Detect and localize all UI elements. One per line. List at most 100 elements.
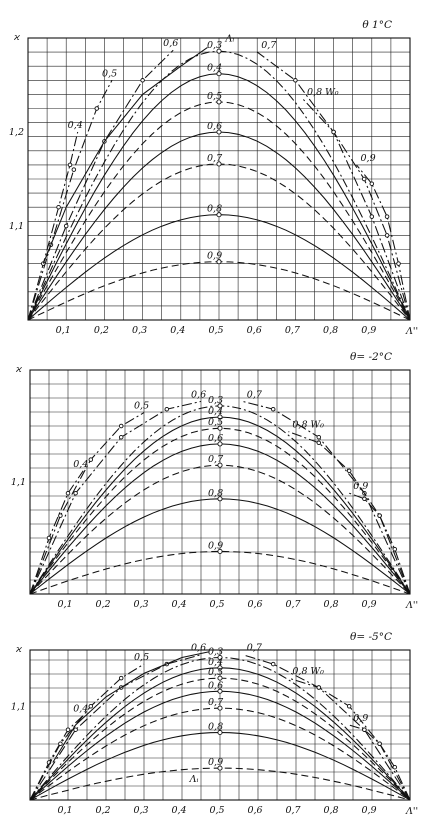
y-axis-label: ϰ: [15, 364, 22, 375]
x-tick-label: 0,6: [247, 599, 262, 610]
curve-peak-marker: [217, 425, 223, 431]
x-tick-label: 0,2: [95, 805, 110, 816]
chart-panel-3: 0,1 0,2 0,3 0,4 0,5 0,6 0,7 0,8 0,91,1ϰΛ''θ= -5°…: [11, 631, 418, 817]
x-tick-label: 0,5: [208, 325, 223, 336]
intersection-marker: [58, 513, 63, 518]
intersection-marker: [46, 535, 52, 541]
intersection-marker: [94, 106, 100, 111]
intersection-marker: [362, 727, 367, 732]
series-label: 0,5: [207, 91, 222, 102]
w0-line: [288, 677, 411, 801]
x-tick-label: 0,9: [361, 805, 376, 816]
w0-line: [29, 400, 202, 595]
x-tick-label: 0,8: [323, 325, 338, 336]
intersection-marker: [316, 440, 322, 446]
x-tick-label: 0,1: [57, 599, 72, 610]
intersection-marker: [65, 727, 71, 732]
chart-panel-2: 0,1 0,2 0,3 0,4 0,5 0,6 0,7 0,8 0,91,1ϰΛ''θ= -2°…: [11, 351, 418, 611]
intersection-marker: [384, 214, 390, 219]
intersection-marker: [118, 423, 124, 429]
curve-peak-marker: [217, 688, 223, 694]
w0-line-label: 0,9: [353, 481, 368, 492]
lambda-i-label: Λᵢ: [189, 774, 199, 785]
y-tick-label: 1,2: [9, 127, 24, 138]
x-tick-label: 0,3: [133, 805, 148, 816]
x-tick-label: 0,9: [361, 325, 376, 336]
y-axis-label: ϰ: [15, 644, 22, 655]
curve-peak-marker: [217, 654, 223, 661]
w0-symbol-label: W₀: [325, 87, 339, 98]
series-label: 0,5: [208, 417, 223, 428]
x-axis-label: Λ'': [405, 600, 418, 611]
curve-peak-marker: [217, 414, 223, 420]
curve-peak-marker: [216, 161, 222, 167]
series-curve: [29, 427, 411, 595]
intersection-marker: [73, 727, 78, 732]
series-label: 0,9: [208, 757, 223, 768]
series-label: 0,6: [208, 680, 223, 691]
w0-line-label: 0,5: [102, 68, 117, 79]
intersection-marker: [164, 406, 170, 412]
plot-frame: [29, 649, 411, 801]
intersection-marker: [67, 162, 73, 168]
w0-line-label: 0,8: [292, 420, 307, 431]
series-label: 0,4: [208, 406, 223, 417]
x-tick-label: 0,1: [57, 805, 72, 816]
w0-line-label: 0,4: [73, 459, 88, 470]
w0-line: [349, 724, 411, 801]
chart-panel-1: 0,1 0,2 0,3 0,4 0,5 0,6 0,7 0,8 0,9 1,1 1,2 ϰ Λ'' θ 1…: [9, 19, 418, 337]
series-curve: [29, 550, 411, 595]
x-tick-label: 0,7: [285, 325, 301, 336]
y-tick-label: 1,1: [9, 221, 24, 232]
w0-line: [349, 492, 411, 595]
x-tick-label: 0,3: [133, 599, 148, 610]
w0-line-label: 0,5: [134, 401, 149, 412]
curve-peak-marker: [216, 71, 222, 77]
intersection-marker: [384, 233, 390, 238]
curve-peak-marker: [217, 675, 223, 681]
grid: [28, 38, 410, 320]
intersection-marker: [369, 214, 375, 219]
intersection-marker: [293, 78, 298, 83]
grid: [30, 370, 410, 594]
lambda-i-line: [42, 46, 208, 264]
w0-line-label: 0,9: [361, 153, 376, 164]
curve-peak-marker: [217, 548, 223, 554]
chart-title: θ= -2°C: [350, 351, 392, 363]
curve-peak-marker: [217, 729, 223, 736]
series-label: 0,4: [207, 63, 222, 74]
x-tick-label: 0,9: [361, 599, 376, 610]
curve-peak-marker: [216, 212, 222, 218]
w0-line: [288, 431, 411, 595]
w0-symbol-label: W₀: [310, 420, 324, 431]
x-tick-label: 0,2: [94, 325, 109, 336]
series-label: 0,7: [208, 454, 224, 465]
y-axis-label: ϰ: [13, 32, 20, 43]
series-label: 0,3: [208, 395, 223, 406]
intersection-marker: [392, 546, 398, 552]
intersection-marker: [270, 406, 276, 412]
w0-symbol-label: W₀: [310, 666, 324, 677]
series-label: 0,8: [208, 722, 223, 733]
intersection-marker: [331, 129, 336, 135]
lambda-i-label: Λᵢ: [225, 33, 235, 44]
w0-line-label: 0,6: [163, 38, 178, 49]
series-label: 0,5: [208, 667, 223, 678]
intersection-marker: [377, 741, 382, 747]
series-label: 0,7: [207, 153, 223, 164]
x-tick-label: 0,1: [56, 325, 71, 336]
series-label: 0,8: [207, 204, 222, 215]
curve-peak-marker: [216, 99, 222, 105]
intersection-marker: [71, 167, 77, 172]
x-tick-label: 0,3: [132, 325, 147, 336]
series-label: 0,3: [207, 40, 222, 51]
w0-line-label: 0,7: [261, 40, 277, 51]
intersection-marker: [346, 468, 352, 474]
w0-line-label: 0,7: [247, 643, 263, 654]
curve-peak-marker: [217, 403, 223, 409]
intersection-marker: [88, 704, 94, 709]
series-label: 0,4: [208, 657, 223, 668]
curve-peak-marker: [216, 129, 222, 135]
series-label: 0,8: [208, 488, 223, 499]
